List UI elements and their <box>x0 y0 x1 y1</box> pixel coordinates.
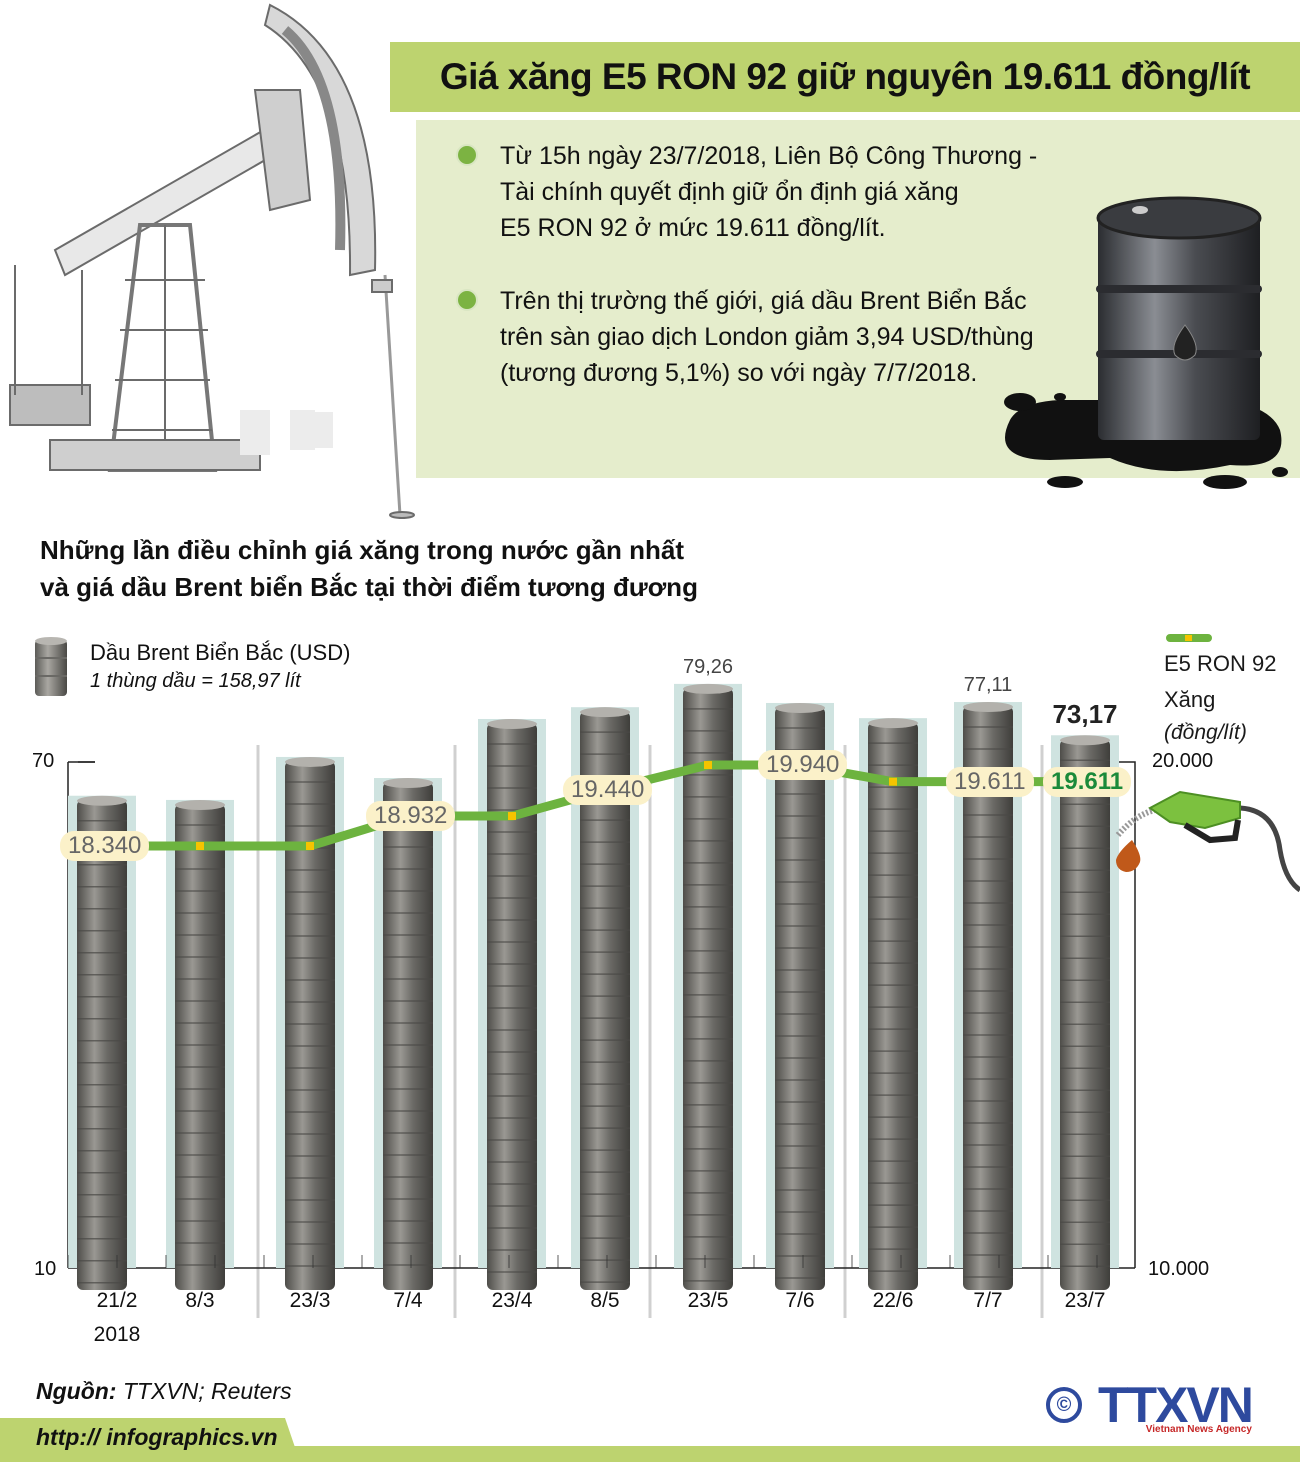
bullet-2-line-1: Trên thị trường thế giới, giá dầu Brent … <box>500 287 1027 315</box>
oil-barrel-stack <box>383 782 433 1290</box>
logo-text: TTXVN <box>1098 1377 1254 1433</box>
oil-barrel-stack <box>868 722 918 1290</box>
bullet-1-line-1: Từ 15h ngày 23/7/2018, Liên Bộ Công Thươ… <box>500 142 1038 170</box>
x-axis-label: 23/5 <box>687 1289 729 1312</box>
legend-brent-label: Dầu Brent Biển Bắc (USD) <box>90 640 351 665</box>
price-label: 19.611 <box>1043 766 1132 797</box>
x-axis-label: 7/6 <box>785 1289 815 1312</box>
oil-barrel-stack <box>683 687 733 1290</box>
source-credit: Nguồn: TTXVN; Reuters <box>36 1378 292 1405</box>
x-axis-label: 23/3 <box>289 1289 331 1312</box>
bar-value-label: 77,11 <box>963 674 1013 697</box>
bar-bg <box>478 718 546 1268</box>
bar-bg <box>859 718 927 1268</box>
bullet-2-line-2: trên sàn giao dịch London giảm 3,94 USD/… <box>500 323 1034 351</box>
line-legend-swatch <box>1166 634 1212 642</box>
legend-e5-label: E5 RON 92 <box>1164 651 1277 676</box>
info-bullet-1: Từ 15h ngày 23/7/2018, Liên Bộ Công Thươ… <box>456 138 1037 246</box>
title-banner: Giá xăng E5 RON 92 giữ nguyên 19.611 đồn… <box>390 42 1300 112</box>
ttxvn-logo: © TTXVN Vietnam News Agency <box>1046 1377 1254 1435</box>
price-label: 19.440 <box>563 775 653 806</box>
legend-e5-sublabel: Xăng <box>1164 687 1216 712</box>
x-axis-label: 22/6 <box>872 1289 914 1312</box>
price-label: 18.932 <box>366 801 456 832</box>
barrel-legend-icon <box>35 637 67 696</box>
line-marker <box>508 812 516 821</box>
bar-bg <box>276 756 344 1268</box>
x-axis-label: 23/7 <box>1064 1289 1106 1312</box>
x-axis-label: 8/3 <box>185 1289 215 1312</box>
bullet-1-line-3: E5 RON 92 ở mức 19.611 đồng/lít. <box>500 214 886 242</box>
website-link[interactable]: http:// infographics.vn <box>36 1424 278 1450</box>
oil-barrel-stack <box>775 706 825 1290</box>
oil-barrel-stack <box>77 799 127 1290</box>
right-axis-bottom: 10.000 <box>1148 1258 1210 1280</box>
bar-bg <box>374 778 442 1268</box>
oil-barrel-stack <box>175 803 225 1290</box>
price-label: 18.340 <box>60 830 150 861</box>
left-axis-bottom: 10 <box>34 1258 57 1280</box>
bar-bg <box>1051 735 1119 1268</box>
x-axis-label: 21/2 2018 <box>77 1284 157 1352</box>
chart-title: Những lần điều chỉnh giá xăng trong nước… <box>40 532 698 606</box>
x-axis-label: 7/4 <box>393 1289 423 1312</box>
price-label: 19.611 <box>946 766 1034 797</box>
bullet-dot-icon <box>456 144 478 166</box>
oil-barrel-stack <box>487 722 537 1290</box>
chart-title-line-1: Những lần điều chỉnh giá xăng trong nước… <box>40 535 685 565</box>
oil-barrel-spill-icon <box>1004 196 1288 489</box>
line-marker <box>306 841 314 850</box>
line-marker <box>889 777 897 786</box>
url-tab <box>0 1418 300 1462</box>
copyright-icon: © <box>1046 1387 1082 1423</box>
legend-e5-unit: (đồng/lít) <box>1164 721 1247 744</box>
line-marker <box>704 761 712 770</box>
left-axis-top: 70 <box>32 750 55 772</box>
pumpjack-icon <box>9 3 415 519</box>
x-axis-label: 7/7 <box>973 1289 1003 1312</box>
right-axis-top: 20.000 <box>1152 750 1214 772</box>
source-label: Nguồn: <box>36 1378 117 1404</box>
line-marker <box>196 841 204 850</box>
bar-value-label: 79,26 <box>682 655 734 678</box>
source-value: TTXVN; Reuters <box>122 1378 292 1404</box>
price-label: 19.940 <box>758 750 848 781</box>
fuel-nozzle-icon <box>1115 790 1300 893</box>
info-bullet-2: Trên thị trường thế giới, giá dầu Brent … <box>456 283 1034 391</box>
x-axis-year: 2018 <box>93 1323 141 1346</box>
bar-bg <box>674 683 742 1268</box>
chart-title-line-2: và giá dầu Brent biển Bắc tại thời điểm … <box>40 572 698 602</box>
footer-band <box>0 1446 1300 1462</box>
bullet-2-line-3: (tương đương 5,1%) so với ngày 7/7/2018. <box>500 359 978 387</box>
page-title: Giá xăng E5 RON 92 giữ nguyên 19.611 đồn… <box>439 56 1251 97</box>
bar-bg <box>68 795 136 1268</box>
oil-barrel-stack <box>1060 739 1110 1290</box>
legend-brent: Dầu Brent Biển Bắc (USD) 1 thùng dầu = 1… <box>34 636 350 698</box>
bullet-1-line-2: Tài chính quyết định giữ ổn định giá xăn… <box>500 178 959 206</box>
bar-value-label: 73,17 <box>1052 699 1118 730</box>
bullet-dot-icon <box>456 289 478 311</box>
legend-e5: E5 RON 92 Xăng (đồng/lít) <box>1164 634 1277 748</box>
bar-bg <box>766 702 834 1268</box>
x-axis-label: 23/4 <box>491 1289 533 1312</box>
bar-bg <box>166 799 234 1268</box>
oil-barrel-stack <box>285 760 335 1290</box>
x-axis-label: 8/5 <box>590 1289 620 1312</box>
logo-subtitle: Vietnam News Agency <box>1145 1424 1252 1435</box>
legend-brent-note: 1 thùng dầu = 158,97 lít <box>90 670 301 692</box>
